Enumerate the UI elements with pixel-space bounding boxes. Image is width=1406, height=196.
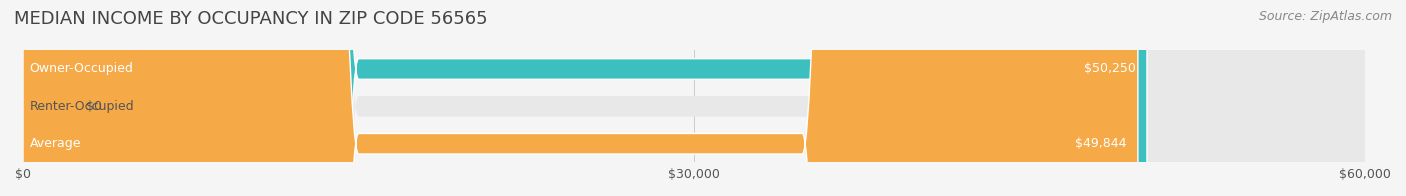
FancyBboxPatch shape — [22, 0, 1147, 196]
Text: $0: $0 — [86, 100, 101, 113]
Text: $50,250: $50,250 — [1084, 63, 1136, 75]
FancyBboxPatch shape — [22, 0, 1365, 196]
FancyBboxPatch shape — [22, 0, 1365, 196]
FancyBboxPatch shape — [22, 0, 79, 196]
Text: MEDIAN INCOME BY OCCUPANCY IN ZIP CODE 56565: MEDIAN INCOME BY OCCUPANCY IN ZIP CODE 5… — [14, 10, 488, 28]
FancyBboxPatch shape — [22, 0, 1365, 196]
Text: Renter-Occupied: Renter-Occupied — [30, 100, 135, 113]
Text: $49,844: $49,844 — [1076, 137, 1126, 150]
Text: Source: ZipAtlas.com: Source: ZipAtlas.com — [1258, 10, 1392, 23]
Text: Owner-Occupied: Owner-Occupied — [30, 63, 134, 75]
FancyBboxPatch shape — [22, 0, 1137, 196]
Text: Average: Average — [30, 137, 82, 150]
